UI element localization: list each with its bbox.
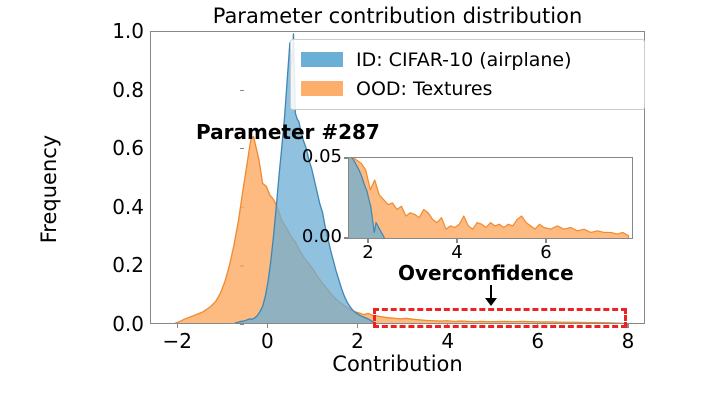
- x-tick-label: 0: [261, 329, 274, 353]
- legend-swatch-ood: [301, 81, 343, 96]
- x-tick-mark: [176, 324, 178, 328]
- overconfidence-highlight-box: [372, 307, 627, 329]
- y-tick-label: 0.0: [112, 312, 144, 336]
- y-tick-label: 1.0: [112, 19, 144, 43]
- down-arrow-icon: [485, 285, 497, 306]
- y-tick-label: 0.4: [112, 194, 144, 219]
- inset-x-tick-label: 2: [362, 242, 374, 263]
- y-axis-label: Frequency: [37, 134, 61, 244]
- inset-axes-border: [348, 157, 633, 239]
- x-tick-label: 8: [621, 329, 635, 353]
- main-axes-frame: [150, 31, 645, 324]
- inset-y-tick-label: 0.05: [301, 146, 342, 167]
- y-tick-label: 0.2: [112, 253, 144, 278]
- inset-y-tick-label: 0.00: [301, 226, 342, 247]
- x-tick-label: 4: [441, 329, 455, 353]
- y-tick-label: 0.6: [112, 136, 144, 161]
- inset-y-tick-mark: [344, 157, 348, 159]
- x-axis-label: Contribution: [332, 352, 463, 376]
- inset-x-tick-mark: [456, 239, 458, 243]
- annotation-parameter-id: Parameter #287: [196, 120, 380, 144]
- inset-distribution-plot: [348, 157, 630, 239]
- inset-ood-textures-area: [348, 157, 630, 239]
- y-tick-mark: [240, 148, 244, 150]
- inset-x-tick-mark: [367, 239, 369, 243]
- x-tick-mark: [627, 324, 629, 328]
- legend-label-ood: OOD: Textures: [356, 77, 493, 100]
- legend-label-id: ID: CIFAR-10 (airplane): [356, 48, 572, 71]
- legend-swatch-id: [301, 52, 343, 67]
- inset-x-tick-label: 4: [451, 242, 463, 263]
- y-tick-mark: [240, 89, 244, 91]
- x-tick-label: 2: [351, 329, 364, 353]
- y-tick-mark: [240, 324, 244, 326]
- legend-item-id: ID: CIFAR-10 (airplane): [298, 45, 637, 74]
- annotation-overconfidence: Overconfidence: [398, 261, 574, 285]
- inset-x-tick-mark: [545, 239, 547, 243]
- x-tick-label: 6: [531, 329, 545, 353]
- inset-y-tick-mark: [344, 237, 348, 239]
- chart-title: Parameter contribution distribution: [212, 4, 583, 28]
- x-tick-mark: [266, 324, 269, 328]
- x-tick-mark: [356, 324, 359, 328]
- x-tick-label: −2: [162, 329, 192, 353]
- distribution-plot: [174, 33, 624, 324]
- inset-id-cifar10-area: [348, 157, 386, 239]
- inset-x-tick-label: 6: [540, 242, 552, 263]
- chart-legend: ID: CIFAR-10 (airplane) OOD: Textures: [290, 39, 645, 110]
- id-cifar10-area: [234, 33, 378, 324]
- legend-item-ood: OOD: Textures: [298, 74, 637, 103]
- y-tick-label: 0.8: [112, 77, 144, 102]
